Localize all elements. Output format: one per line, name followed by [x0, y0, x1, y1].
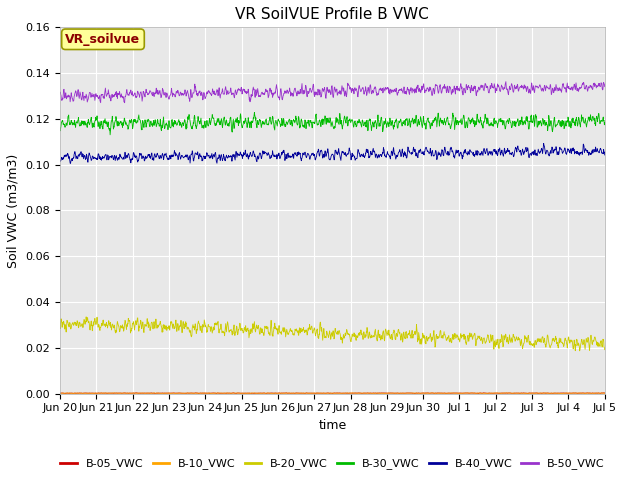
B-40_VWC	[121, 152, 129, 158]
B-50_VWC	[367, 82, 374, 88]
B-50_VWC	[287, 92, 295, 98]
B-20_VWC	[99, 321, 106, 327]
B-50_VWC	[308, 86, 316, 92]
B-50_VWC	[120, 99, 128, 105]
B-50_VWC	[299, 89, 307, 95]
B-50_VWC	[601, 84, 609, 89]
B-05_VWC	[299, 390, 307, 396]
B-30_VWC	[250, 109, 258, 115]
B-20_VWC	[601, 347, 609, 352]
B-05_VWC	[212, 391, 220, 396]
B-10_VWC	[56, 390, 64, 396]
Line: B-10_VWC: B-10_VWC	[60, 393, 605, 394]
B-40_VWC	[540, 141, 547, 146]
B-30_VWC	[56, 125, 64, 131]
B-20_VWC	[121, 320, 129, 326]
B-50_VWC	[121, 100, 129, 106]
B-30_VWC	[309, 119, 317, 125]
B-40_VWC	[56, 157, 64, 163]
B-40_VWC	[287, 154, 295, 159]
B-20_VWC	[308, 329, 316, 335]
B-10_VWC	[542, 390, 550, 396]
B-10_VWC	[601, 390, 609, 396]
B-20_VWC	[367, 335, 374, 340]
B-05_VWC	[99, 390, 106, 396]
Text: VR_soilvue: VR_soilvue	[65, 33, 141, 46]
B-30_VWC	[300, 122, 307, 128]
B-20_VWC	[576, 348, 584, 354]
Line: B-40_VWC: B-40_VWC	[60, 144, 605, 163]
B-10_VWC	[120, 390, 128, 396]
B-05_VWC	[287, 390, 295, 396]
B-05_VWC	[56, 390, 64, 396]
B-10_VWC	[298, 390, 306, 396]
B-50_VWC	[56, 90, 64, 96]
B-10_VWC	[308, 390, 316, 396]
B-30_VWC	[121, 116, 129, 122]
B-10_VWC	[99, 390, 106, 396]
Legend: B-05_VWC, B-10_VWC, B-20_VWC, B-30_VWC, B-40_VWC, B-50_VWC: B-05_VWC, B-10_VWC, B-20_VWC, B-30_VWC, …	[56, 454, 609, 474]
B-05_VWC	[308, 390, 316, 396]
B-40_VWC	[308, 151, 316, 157]
B-40_VWC	[367, 151, 374, 157]
B-30_VWC	[601, 120, 609, 125]
Line: B-05_VWC: B-05_VWC	[60, 393, 605, 394]
B-20_VWC	[287, 329, 295, 335]
Y-axis label: Soil VWC (m3/m3): Soil VWC (m3/m3)	[7, 153, 20, 267]
Line: B-30_VWC: B-30_VWC	[60, 112, 605, 135]
Line: B-20_VWC: B-20_VWC	[60, 317, 605, 351]
B-05_VWC	[367, 390, 374, 396]
B-30_VWC	[367, 122, 374, 128]
B-40_VWC	[99, 154, 106, 159]
B-30_VWC	[288, 121, 296, 127]
B-20_VWC	[299, 327, 307, 333]
B-30_VWC	[99, 124, 106, 130]
B-10_VWC	[287, 390, 295, 396]
Title: VR SoilVUE Profile B VWC: VR SoilVUE Profile B VWC	[236, 7, 429, 22]
X-axis label: time: time	[318, 419, 346, 432]
B-20_VWC	[83, 314, 90, 320]
B-05_VWC	[120, 390, 128, 396]
Line: B-50_VWC: B-50_VWC	[60, 82, 605, 103]
B-20_VWC	[56, 325, 64, 331]
B-40_VWC	[601, 152, 609, 158]
B-50_VWC	[502, 79, 509, 84]
B-05_VWC	[600, 390, 607, 396]
B-10_VWC	[366, 390, 374, 396]
B-40_VWC	[299, 151, 307, 156]
B-30_VWC	[106, 132, 114, 138]
B-50_VWC	[99, 92, 106, 97]
B-40_VWC	[67, 160, 74, 166]
B-10_VWC	[558, 391, 566, 396]
B-05_VWC	[601, 390, 609, 396]
